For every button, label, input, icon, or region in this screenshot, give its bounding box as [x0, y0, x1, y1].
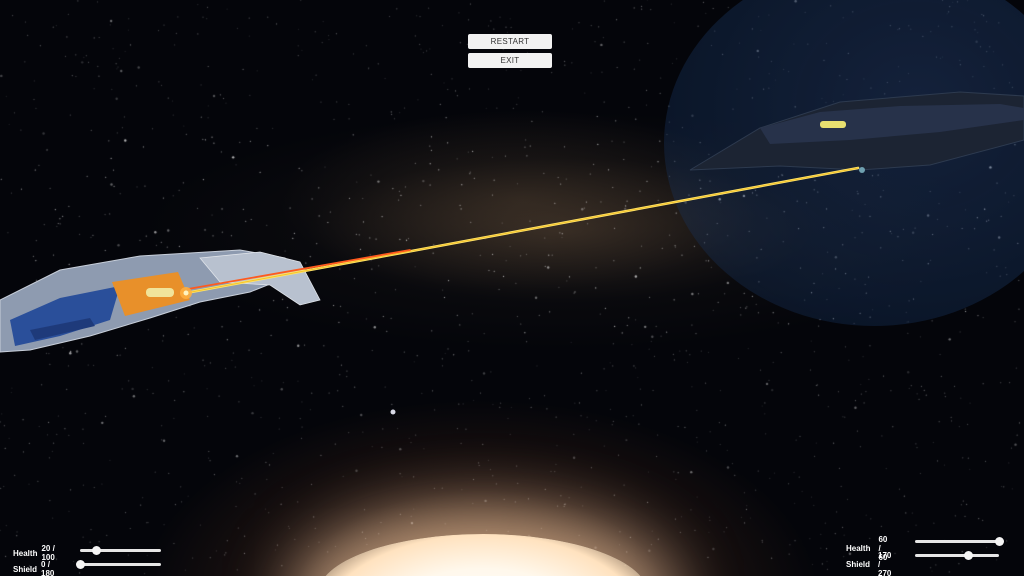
- enemy-shield-value: 170 / 270: [878, 551, 892, 576]
- enemy-shield-slider-handle[interactable]: [963, 551, 973, 560]
- restart-button[interactable]: RESTART: [468, 34, 552, 49]
- enemy-shield-slider[interactable]: [915, 551, 999, 560]
- enemy-shield-row: Shield 170 / 270: [846, 551, 891, 576]
- enemy-health-slider[interactable]: [915, 537, 1004, 546]
- exit-button[interactable]: EXIT: [468, 53, 552, 68]
- player-shield-label: Shield: [13, 564, 38, 574]
- player-health-label: Health: [13, 548, 38, 558]
- player-ship: [0, 249, 321, 353]
- player-shield-slider-handle[interactable]: [76, 560, 85, 569]
- player-health-row: Health 20 / 100: [13, 544, 55, 562]
- player-shield-value: 0 / 180: [41, 560, 55, 576]
- enemy-health-label: Health: [846, 544, 871, 553]
- distant-planet: [390, 409, 396, 415]
- enemy-health-row: Health 60 / 60: [846, 535, 887, 562]
- enemy-laser-beam: [187, 249, 411, 290]
- player-health-slider[interactable]: [80, 546, 161, 555]
- enemy-health-slider-handle[interactable]: [995, 537, 1004, 546]
- enemy-shield-label: Shield: [846, 560, 871, 569]
- player-health-slider-handle[interactable]: [92, 546, 102, 555]
- player-health-value: 20 / 100: [41, 544, 55, 562]
- player-shield-slider[interactable]: [76, 560, 161, 569]
- enemy-ship: [689, 91, 1024, 173]
- enemy-health-value: 60 / 60: [878, 535, 888, 562]
- player-shield-row: Shield 0 / 180: [13, 560, 54, 576]
